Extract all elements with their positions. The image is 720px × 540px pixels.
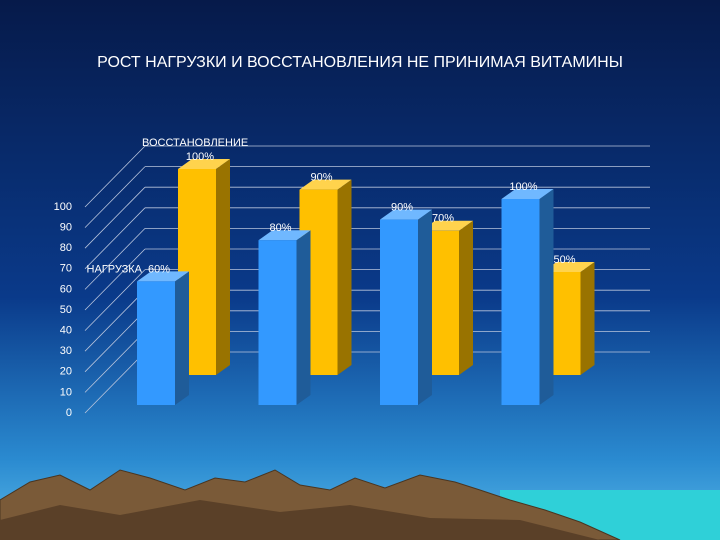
value-label: 100%: [509, 181, 537, 193]
floor-grid-line: [84, 207, 146, 270]
bar: [501, 199, 540, 405]
bar: [380, 219, 418, 405]
floor-grid-line: [84, 248, 146, 311]
y-tick-label: 0: [66, 407, 72, 419]
floor-grid-line: [84, 289, 146, 352]
value-label: 90%: [391, 202, 413, 214]
y-tick-label: 60: [60, 283, 72, 295]
y-tick-label: 50: [60, 304, 72, 316]
y-tick-label: 10: [60, 386, 72, 398]
plot: 0 10 20 30 40 50 60 70 80 90 100 100% ВОССТАНОВЛЕНИЕ…: [54, 137, 650, 419]
y-tick-label: 30: [60, 345, 72, 357]
bar-top: [501, 189, 554, 199]
bar-side: [539, 189, 554, 405]
bar-top: [137, 271, 189, 282]
bar-side: [580, 262, 595, 375]
series-label: ВОССТАНОВЛЕНИЕ: [142, 137, 248, 149]
floor-grid-line: [84, 186, 146, 249]
mountain-shade: [0, 500, 600, 540]
floor-grid-line: [84, 269, 146, 331]
bar-top: [178, 159, 230, 169]
floor-grid-line: [84, 228, 146, 290]
bar-top: [421, 220, 473, 231]
y-tick-label: 90: [60, 222, 72, 234]
y-tick-label: 70: [60, 263, 72, 275]
floor-grid-line: [84, 331, 146, 393]
floor-grid-line: [84, 166, 146, 228]
value-label: 50%: [553, 254, 575, 266]
bar-side: [216, 159, 230, 375]
value-label: 100%: [186, 151, 214, 163]
bar-top: [299, 179, 352, 190]
series-label: НАГРУЗКА: [87, 263, 143, 275]
value-label: 80%: [269, 222, 291, 234]
floor-grid-line: [84, 145, 146, 208]
value-label: 70%: [432, 213, 454, 225]
value-label: 90%: [310, 172, 332, 184]
floor-grid-line: [84, 310, 146, 373]
bar-side: [296, 230, 311, 405]
bar-top: [542, 262, 595, 272]
bar: [137, 281, 175, 405]
bar-side: [459, 220, 473, 375]
value-label: 60%: [148, 263, 170, 275]
bar-top: [258, 230, 311, 241]
bar-side: [418, 209, 432, 405]
bar-side: [175, 271, 189, 405]
y-tick-label: 20: [60, 366, 72, 378]
bar-side: [337, 179, 352, 375]
bar-top: [380, 209, 432, 220]
bar: [258, 240, 297, 405]
y-tick-label: 80: [60, 242, 72, 254]
floor-grid-line: [84, 351, 146, 414]
chart-title: РОСТ НАГРУЗКИ И ВОССТАНОВЛЕНИЯ НЕ ПРИНИМ…: [97, 54, 623, 71]
y-tick-label: 40: [60, 325, 72, 337]
y-tick-label: 100: [54, 201, 72, 213]
